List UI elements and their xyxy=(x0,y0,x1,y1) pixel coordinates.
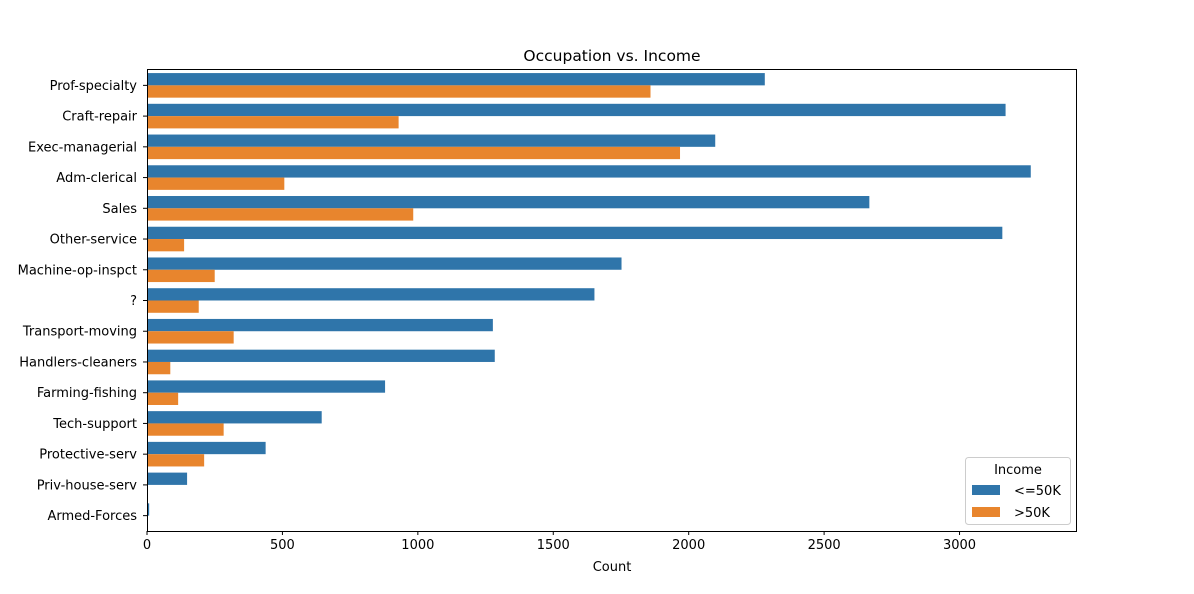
x-tick-label: 0 xyxy=(143,538,151,553)
chart-title: Occupation vs. Income xyxy=(523,47,700,65)
y-tick-label: Other-service xyxy=(50,233,137,248)
x-tick-label: 2500 xyxy=(808,538,841,553)
bar-le50k xyxy=(147,503,150,516)
bar-gt50k xyxy=(147,146,681,160)
y-tick-label: Protective-serv xyxy=(39,448,137,463)
bar-gt50k xyxy=(147,392,179,405)
bar-gt50k xyxy=(147,269,215,283)
y-tick-label: Craft-repair xyxy=(62,110,137,125)
legend-title: Income xyxy=(994,463,1042,478)
bar-le50k xyxy=(147,196,870,209)
bar-le50k xyxy=(147,349,495,362)
bar-le50k xyxy=(147,73,765,86)
y-tick-label: Prof-specialty xyxy=(50,79,138,94)
bar-gt50k xyxy=(147,454,205,467)
bar-gt50k xyxy=(147,423,224,436)
bar-le50k xyxy=(147,165,1031,178)
bar-le50k xyxy=(147,380,386,393)
bar-le50k xyxy=(147,318,493,332)
bar-gt50k xyxy=(147,331,234,344)
x-axis: 0 500 1000 1500 2000 2500 3000 xyxy=(143,531,976,553)
x-tick-label: 1000 xyxy=(401,538,434,553)
bars-group xyxy=(147,73,1031,528)
y-tick-label: Exec-managerial xyxy=(28,140,137,155)
bar-le50k xyxy=(147,411,322,424)
bar-gt50k xyxy=(147,300,199,313)
x-tick-label: 500 xyxy=(270,538,295,553)
bar-gt50k xyxy=(147,85,651,98)
bar-le50k xyxy=(147,288,595,301)
x-tick-label: 3000 xyxy=(943,538,976,553)
x-axis-label: Count xyxy=(593,560,632,575)
bar-gt50k xyxy=(147,239,185,252)
y-tick-label: Adm-clerical xyxy=(56,171,137,186)
legend-swatch xyxy=(972,485,1000,495)
y-tick-label: ? xyxy=(130,294,137,309)
y-tick-label: Armed-Forces xyxy=(47,509,137,524)
bar-le50k xyxy=(147,472,188,485)
bar-gt50k xyxy=(147,208,414,221)
bar-le50k xyxy=(147,441,266,455)
x-tick-label: 2000 xyxy=(672,538,705,553)
plot-frame xyxy=(147,69,1077,532)
bar-le50k xyxy=(147,226,1003,240)
y-tick-label: Machine-op-inspct xyxy=(18,263,137,278)
y-tick-label: Sales xyxy=(102,202,137,217)
y-tick-label: Farming-fishing xyxy=(37,386,137,401)
bar-le50k xyxy=(147,257,622,270)
bar-gt50k xyxy=(147,361,171,375)
legend-swatch xyxy=(972,507,1000,517)
bar-le50k xyxy=(147,103,1006,117)
legend: Income <=50K >50K xyxy=(965,457,1071,525)
legend-label: >50K xyxy=(1014,506,1050,521)
y-axis: Prof-specialty Craft-repair Exec-manageria… xyxy=(18,79,147,524)
x-tick-label: 1500 xyxy=(537,538,570,553)
bar-gt50k xyxy=(147,116,399,129)
legend-label: <=50K xyxy=(1014,484,1061,499)
bar-le50k xyxy=(147,134,716,147)
y-tick-label: Priv-house-serv xyxy=(37,478,138,493)
y-tick-label: Transport-moving xyxy=(22,325,137,340)
bar-gt50k xyxy=(147,177,285,190)
y-tick-label: Handlers-cleaners xyxy=(19,355,137,370)
y-tick-label: Tech-support xyxy=(52,417,137,432)
